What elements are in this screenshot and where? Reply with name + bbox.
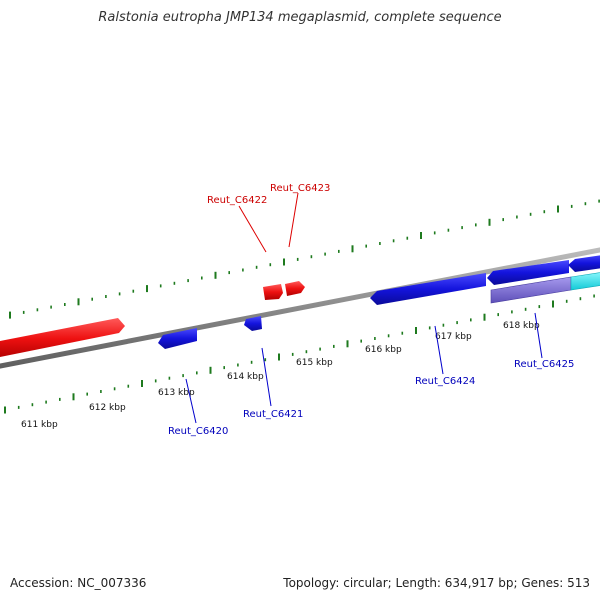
other-feature-bar[interactable] xyxy=(570,271,600,291)
scale-label: 611 kbp xyxy=(21,420,58,430)
scale-label: 614 kbp xyxy=(227,372,264,382)
gene-label[interactable]: Reut_C6420 xyxy=(168,426,228,437)
gene-label[interactable]: Reut_C6422 xyxy=(207,195,267,206)
forward-gene-labels: Reut_C6422 Reut_C6423 xyxy=(207,183,330,253)
gene-arrow[interactable] xyxy=(487,260,569,285)
feature-bars xyxy=(490,271,600,304)
topology-text: Topology: circular; Length: 634,917 bp; … xyxy=(283,576,590,590)
label-leader-line xyxy=(434,325,444,375)
gene-label[interactable]: Reut_C6424 xyxy=(415,376,475,387)
label-leader-line xyxy=(261,347,272,407)
gene-label[interactable]: Reut_C6425 xyxy=(514,359,574,370)
reverse-strand-genes xyxy=(158,254,600,349)
gene-arrow[interactable] xyxy=(158,328,197,349)
scale-label: 617 kbp xyxy=(435,332,472,342)
outer-tick-row xyxy=(9,199,600,319)
label-leader-line xyxy=(185,378,197,424)
gene-arrow[interactable] xyxy=(0,318,125,359)
gene-arrow[interactable] xyxy=(285,281,305,296)
gene-label[interactable]: Reut_C6421 xyxy=(243,409,303,420)
gene-arrow[interactable] xyxy=(568,254,600,272)
forward-strand-genes xyxy=(0,281,305,359)
accession-text: Accession: NC_007336 xyxy=(10,576,147,590)
gene-arrow[interactable] xyxy=(263,284,283,300)
gene-arrow[interactable] xyxy=(244,316,262,331)
map-title: Ralstonia eutropha JMP134 megaplasmid, c… xyxy=(98,10,502,25)
label-leader-line xyxy=(238,205,267,253)
inner-tick-row xyxy=(4,294,595,414)
scale-label: 615 kbp xyxy=(296,358,333,368)
label-leader-line xyxy=(534,312,543,359)
reverse-gene-labels: Reut_C6420 Reut_C6421 Reut_C6424 Reut_C6… xyxy=(168,312,574,437)
plasmid-backbone xyxy=(0,247,600,369)
scale-label: 618 kbp xyxy=(503,321,540,331)
gene-arrow[interactable] xyxy=(370,273,486,305)
gene-label[interactable]: Reut_C6423 xyxy=(270,183,330,194)
scale-label: 616 kbp xyxy=(365,345,402,355)
scale-label: 612 kbp xyxy=(89,403,126,413)
label-leader-line xyxy=(288,192,299,248)
scale-labels: 611 kbp 612 kbp 613 kbp 614 kbp 615 kbp … xyxy=(21,321,540,430)
scale-label: 613 kbp xyxy=(158,388,195,398)
